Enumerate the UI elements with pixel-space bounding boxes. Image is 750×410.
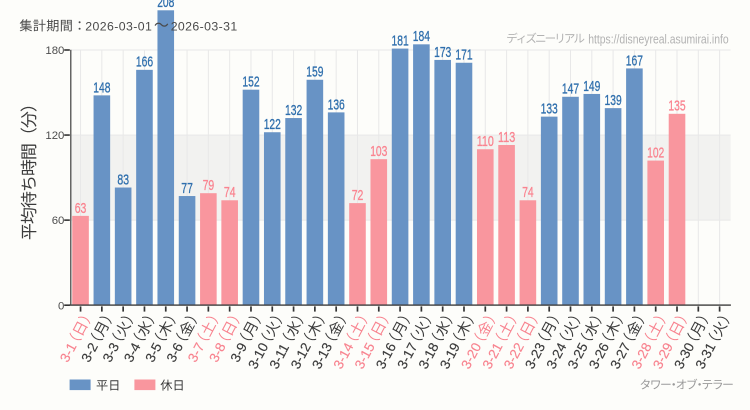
svg-text:110: 110	[477, 133, 494, 150]
svg-text:60: 60	[52, 215, 65, 227]
svg-text:74: 74	[522, 184, 534, 201]
svg-text:139: 139	[605, 92, 622, 109]
svg-text:149: 149	[583, 78, 600, 95]
svg-text:103: 103	[370, 143, 387, 160]
svg-text:0: 0	[58, 300, 64, 312]
svg-text:171: 171	[455, 47, 472, 64]
svg-text:135: 135	[668, 98, 685, 115]
svg-text:173: 173	[434, 44, 451, 61]
svg-text:63: 63	[75, 200, 87, 217]
svg-text:152: 152	[242, 74, 259, 91]
svg-text:136: 136	[328, 96, 345, 113]
svg-text:148: 148	[93, 79, 110, 96]
svg-text:159: 159	[306, 64, 323, 81]
svg-text:132: 132	[285, 102, 302, 119]
svg-text:147: 147	[562, 81, 579, 98]
svg-text:83: 83	[117, 171, 129, 188]
svg-text:102: 102	[647, 145, 664, 162]
svg-text:167: 167	[626, 52, 643, 69]
svg-text:208: 208	[157, 0, 174, 11]
svg-text:113: 113	[498, 129, 515, 146]
svg-text:120: 120	[45, 130, 64, 142]
svg-text:72: 72	[352, 187, 364, 204]
svg-text:181: 181	[392, 33, 409, 50]
svg-text:184: 184	[413, 28, 430, 45]
svg-text:180: 180	[45, 45, 64, 57]
svg-text:https://disneyreal.asumirai.in: https://disneyreal.asumirai.info	[588, 31, 729, 46]
svg-text:74: 74	[224, 184, 236, 201]
svg-text:122: 122	[264, 116, 281, 133]
svg-text:77: 77	[181, 180, 193, 197]
svg-text:2026-03-01: 2026-03-01	[85, 19, 152, 33]
svg-text:79: 79	[203, 177, 215, 194]
svg-text:166: 166	[136, 54, 153, 71]
svg-text:2026-03-31: 2026-03-31	[171, 19, 238, 33]
svg-text:133: 133	[541, 101, 558, 118]
